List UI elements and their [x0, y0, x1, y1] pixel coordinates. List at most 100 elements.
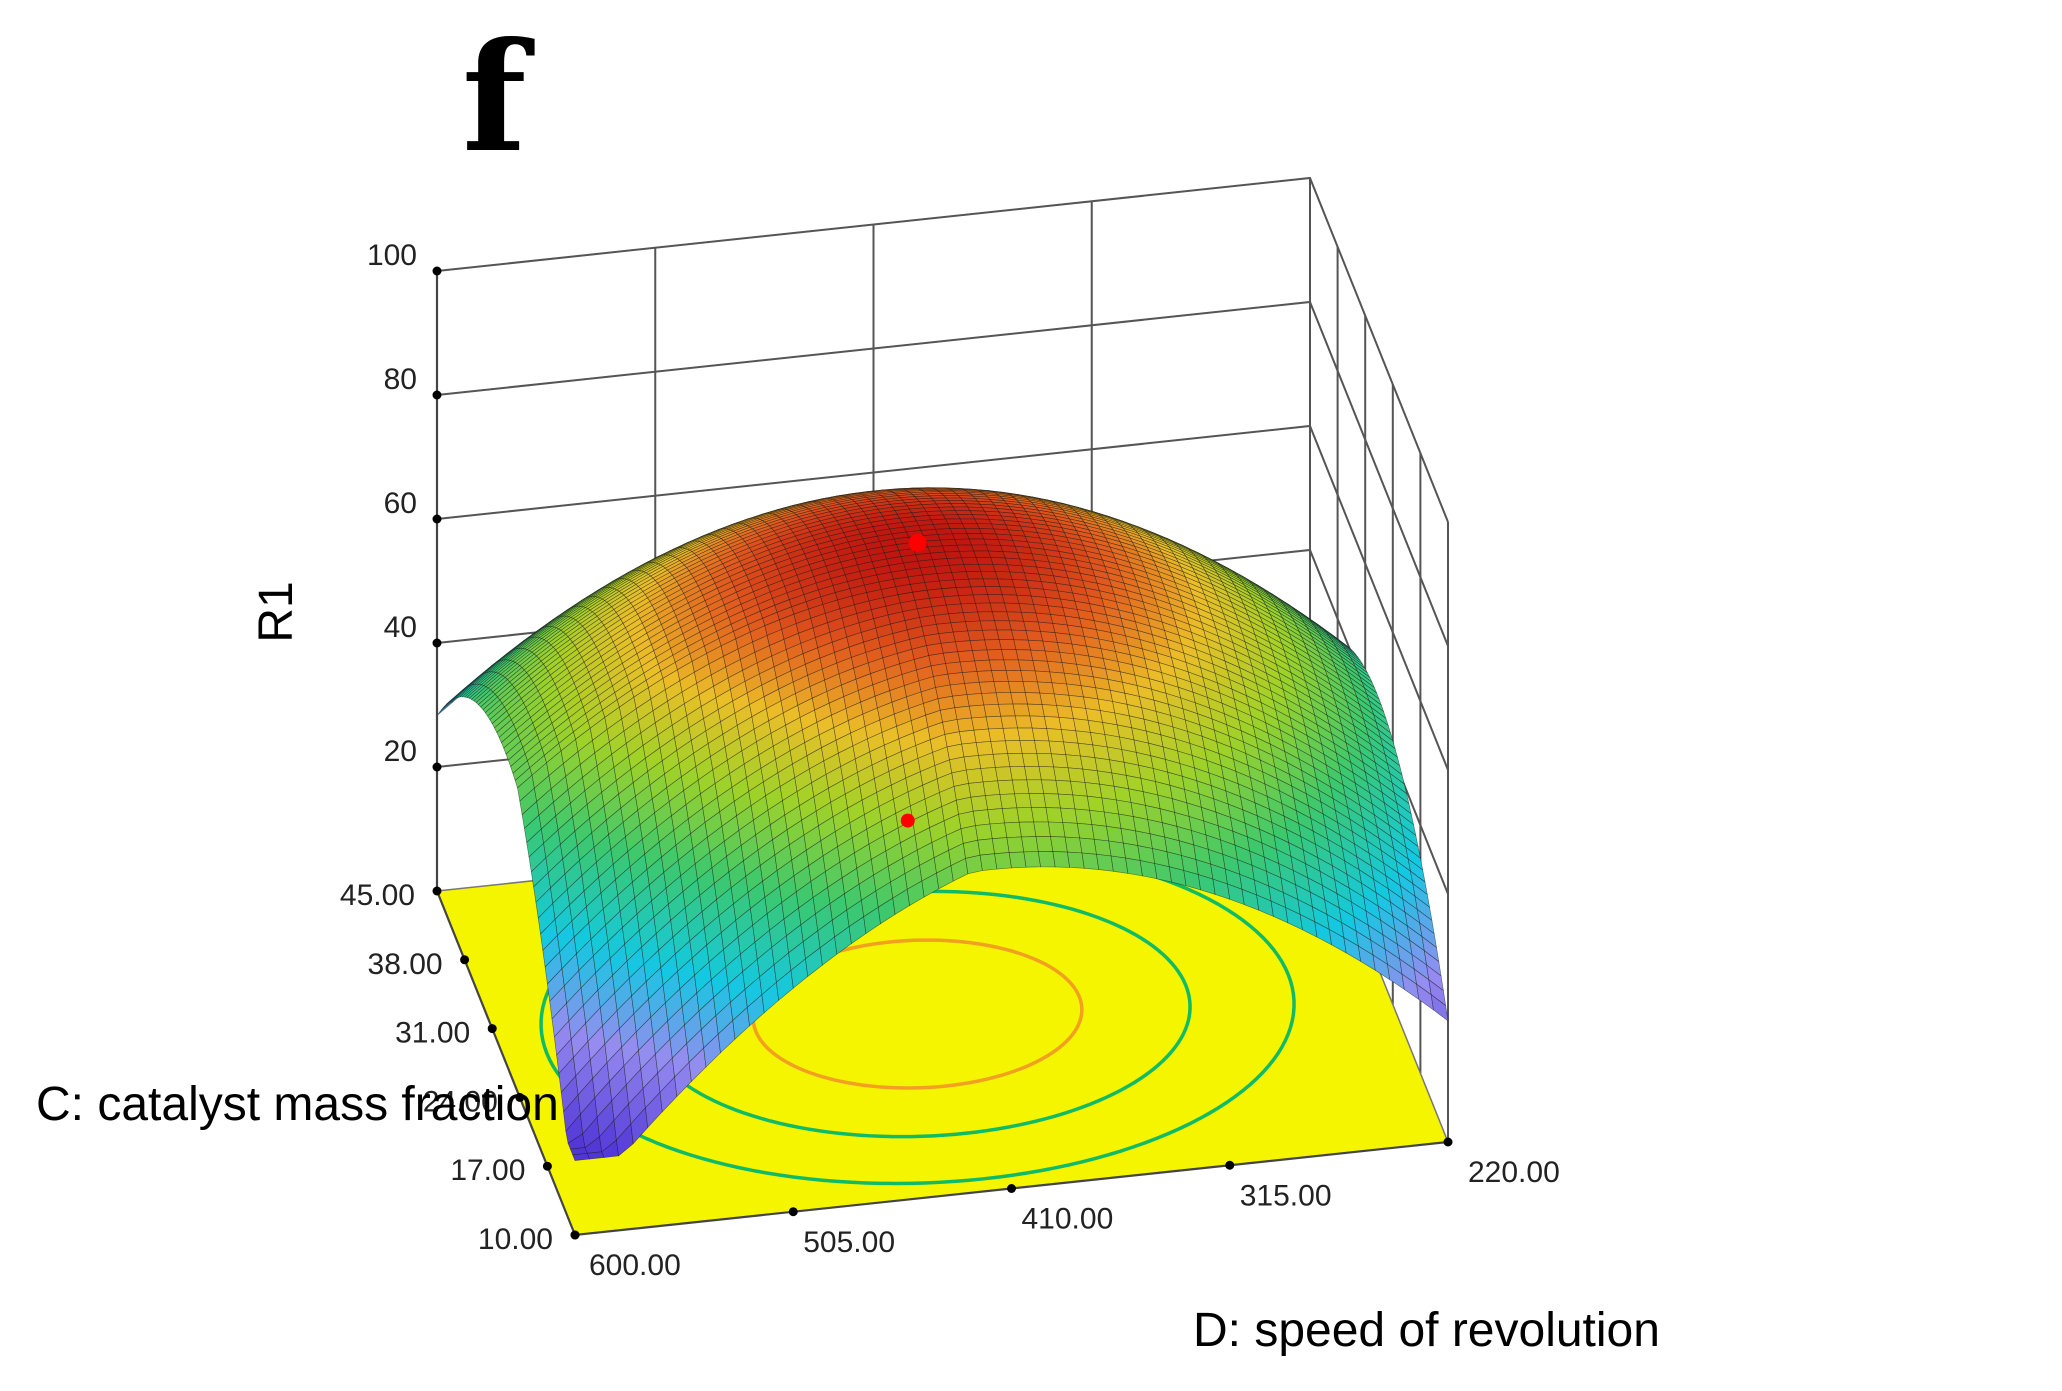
surface-facet [1014, 793, 1032, 809]
surface-facet [994, 571, 1013, 580]
surface-facet [936, 622, 954, 635]
optimum-marker [908, 533, 927, 552]
surface-facet [934, 564, 953, 574]
d-tick-mark [1225, 1160, 1235, 1170]
surface-facet [948, 612, 966, 624]
surface-facet [936, 572, 955, 582]
surface-facet [1018, 821, 1037, 838]
surface-facet [1034, 740, 1052, 755]
surface-facet [1012, 703, 1031, 717]
surface-facet [945, 497, 964, 502]
surface-facet [942, 651, 961, 664]
surface-facet [1064, 836, 1083, 854]
surface-facet [952, 694, 970, 709]
surface-facet [987, 808, 1005, 825]
surface-facet [1024, 692, 1043, 705]
design-point-marker [900, 813, 915, 828]
surface-facet [1029, 715, 1048, 729]
c-tick-mark [460, 955, 470, 965]
surface-facet [586, 1151, 605, 1160]
surface-facet [984, 639, 1002, 651]
surface-facet [1008, 680, 1026, 693]
surface-facet [1004, 821, 1022, 838]
surface-facet [1043, 793, 1061, 809]
surface-facet [1038, 766, 1057, 781]
surface-facet [972, 594, 991, 604]
surface-facet [1032, 660, 1051, 673]
surface-facet [1067, 851, 1085, 869]
surface-facet [1067, 767, 1086, 783]
surface-facet [977, 611, 995, 622]
d-tick-label: 315.00 [1240, 1179, 1332, 1212]
surface-facet [954, 705, 972, 720]
surface-facet [1026, 779, 1045, 794]
surface-facet [988, 659, 1007, 672]
surface-facet [1049, 671, 1067, 685]
z-tick-label: 40 [384, 611, 417, 644]
surface-facet [1033, 821, 1051, 837]
z-tick-mark [432, 266, 442, 276]
surface-facet [978, 753, 996, 769]
surface-facet [1031, 727, 1050, 742]
surface-facet [1025, 630, 1044, 642]
surface-facet [1023, 620, 1041, 632]
surface-facet [1044, 716, 1062, 730]
surface-facet [980, 571, 999, 580]
surface-facet [940, 510, 959, 516]
surface-facet [1072, 794, 1090, 811]
surface-facet [965, 571, 984, 580]
surface-facet [1001, 807, 1020, 824]
c-axis-title: C: catalyst mass fraction [36, 1078, 559, 1131]
surface-facet [972, 809, 991, 826]
surface-facet [998, 703, 1016, 717]
surface-facet [1089, 809, 1107, 827]
surface-facet [997, 779, 1015, 795]
surface-facet [963, 755, 982, 771]
surface-facet [982, 629, 1000, 641]
surface-facet [976, 523, 995, 530]
surface-facet [1055, 779, 1074, 796]
surface-facet [1021, 752, 1040, 767]
surface-facet [942, 544, 960, 553]
surface-facet [1027, 703, 1045, 717]
surface-facet [991, 611, 1010, 622]
surface-facet [1008, 620, 1027, 631]
surface-facet [1041, 704, 1060, 718]
d-tick-label: 600.00 [589, 1249, 681, 1282]
surface-facet [964, 527, 982, 534]
surface-facet [1070, 780, 1088, 797]
surface-facet [1051, 682, 1070, 696]
surface-facet [1021, 836, 1039, 853]
response-surface [436, 487, 1449, 1161]
surface-facet [976, 670, 995, 683]
d-axis-title: D: speed of revolution [1193, 1304, 1660, 1357]
surface-facet [1050, 753, 1069, 769]
surface-facet [965, 620, 983, 632]
c-tick-label: 24.00 [423, 1085, 498, 1118]
panel-label: f [462, 10, 535, 186]
surface-facet [978, 563, 996, 572]
z-tick-label: 20 [384, 735, 417, 768]
surface-facet [1063, 741, 1081, 757]
c-tick-label: 17.00 [450, 1154, 525, 1187]
z-tick-mark [432, 638, 442, 648]
surface-facet [957, 514, 976, 520]
surface-facet [968, 538, 987, 546]
surface-facet [968, 781, 986, 798]
surface-facet [1081, 852, 1100, 870]
surface-facet [1041, 779, 1059, 795]
z-tick-label: 60 [384, 487, 417, 520]
d-tick-label: 505.00 [803, 1226, 895, 1259]
surface-facet [1020, 670, 1038, 683]
surface-facet [991, 837, 1010, 855]
surface-facet [968, 578, 986, 588]
surface-facet [1060, 807, 1078, 824]
surface-facet [963, 563, 982, 573]
surface-facet [971, 716, 989, 731]
z-axis-title: R1 [250, 581, 303, 642]
surface-facet [937, 533, 956, 541]
surface-facet [1006, 611, 1025, 622]
surface-facet [990, 740, 1009, 755]
surface-facet [961, 742, 979, 758]
surface-facet [1000, 715, 1018, 729]
